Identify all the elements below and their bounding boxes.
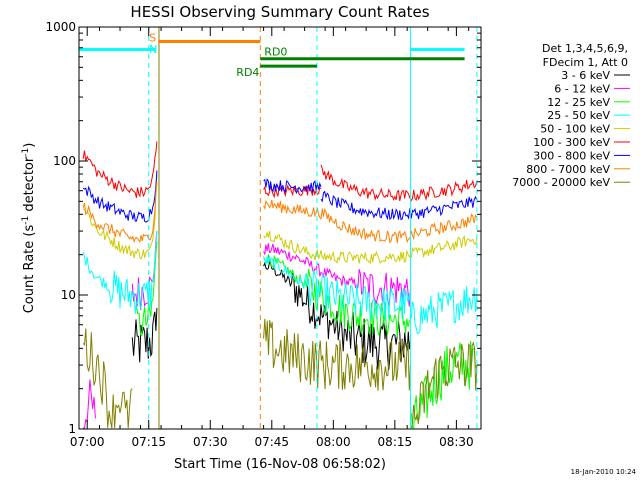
series-line-6-12-kev bbox=[83, 379, 96, 429]
x-tick-label: 07:30 bbox=[193, 435, 228, 449]
series-line-100-300-kev bbox=[82, 141, 158, 198]
series-line-12-25-kev bbox=[263, 254, 411, 338]
series-line-300-800-kev bbox=[82, 170, 158, 223]
series-7000-20000-kev bbox=[82, 318, 478, 429]
series-line-25-50-kev bbox=[263, 255, 411, 321]
legend-header-line-2: FDecim 1, Att 0 bbox=[543, 56, 628, 69]
flag-label-rd0: RD0 bbox=[264, 46, 287, 59]
series-line-12-25-kev bbox=[410, 340, 478, 429]
axis-layer: 07:00 07:15 07:30 07:45 08:00 08:15 08:30 1 10 10… bbox=[45, 20, 481, 449]
chart-title: HESSI Observing Summary Count Rates bbox=[130, 3, 429, 21]
legend-entry-300-800-kev: 300 - 800 keV bbox=[533, 149, 610, 162]
series-line-6-12-kev bbox=[263, 243, 411, 307]
series-line-300-800-kev bbox=[320, 190, 478, 221]
legend-entry-50-100-kev: 50 - 100 keV bbox=[540, 123, 610, 136]
x-axis-label: Start Time (16-Nov-08 06:58:02) bbox=[174, 457, 386, 472]
series-800-7000-kev bbox=[82, 181, 478, 244]
series-line-50-100-kev bbox=[410, 235, 478, 258]
x-tick-label: 08:15 bbox=[378, 435, 413, 449]
vertical-markers bbox=[148, 27, 478, 429]
timestamp: 18-Jan-2010 10:24 bbox=[571, 468, 637, 476]
series-line-7000-20000-kev bbox=[263, 318, 411, 391]
x-tick-label: 07:00 bbox=[70, 435, 105, 449]
series-12-25-kev bbox=[135, 241, 478, 429]
x-tick-label: 07:15 bbox=[131, 435, 166, 449]
legend-entry-6-12-kev: 6 - 12 keV bbox=[554, 82, 610, 95]
series-line-50-100-kev bbox=[263, 230, 411, 265]
series-line-7000-20000-kev bbox=[82, 328, 133, 429]
series-line-800-7000-kev bbox=[263, 199, 478, 244]
legend-entry-7000-20000-kev: 7000 - 20000 keV bbox=[512, 176, 610, 189]
x-tick-label: 08:30 bbox=[439, 435, 474, 449]
series-line-300-800-kev bbox=[263, 178, 322, 195]
flag-label-n: N bbox=[149, 43, 157, 56]
y-tick-label: 100 bbox=[53, 154, 76, 168]
series-100-300-kev bbox=[82, 141, 478, 202]
y-axis-label-sup-1: -1 bbox=[21, 216, 31, 225]
y-axis-label-main: Count Rate (s bbox=[22, 225, 37, 314]
y-axis-label-mid: detector bbox=[22, 156, 37, 216]
y-axis-label-end: ) bbox=[22, 143, 37, 148]
series-line-25-50-kev bbox=[82, 231, 158, 314]
series-25-50-kev bbox=[82, 231, 478, 335]
plot-frame bbox=[78, 26, 482, 430]
x-tick-label: 08:00 bbox=[316, 435, 351, 449]
series-line-100-300-kev bbox=[263, 184, 322, 199]
y-axis-label: Count Rate (s-1 detector-1) bbox=[21, 143, 37, 314]
series-line-12-25-kev bbox=[135, 241, 158, 337]
series-50-100-kev bbox=[82, 173, 478, 265]
flag-label-rd4: RD4 bbox=[236, 66, 259, 79]
legend-entry-800-7000-kev: 800 - 7000 keV bbox=[526, 163, 610, 176]
series-line-100-300-kev bbox=[320, 164, 478, 202]
x-tick-label: 07:45 bbox=[254, 435, 289, 449]
legend-entry-25-50-kev: 25 - 50 keV bbox=[547, 109, 610, 122]
series-line-7000-20000-kev bbox=[410, 341, 478, 429]
flag-label-s: S bbox=[149, 31, 156, 44]
series-300-800-kev bbox=[82, 170, 478, 223]
legend-header-line-1: Det 1,3,4,5,6,9, bbox=[542, 42, 628, 55]
y-axis-label-sup-2: -1 bbox=[21, 148, 31, 157]
series-line-800-7000-kev bbox=[82, 181, 158, 244]
y-tick-label: 1000 bbox=[45, 20, 76, 34]
legend-entry-12-25-kev: 12 - 25 keV bbox=[547, 96, 610, 109]
series-line-50-100-kev bbox=[82, 173, 158, 260]
y-tick-label: 10 bbox=[61, 288, 76, 302]
series-line-3-6-kev bbox=[131, 307, 158, 363]
legend-entry-3-6-kev: 3 - 6 keV bbox=[561, 69, 610, 82]
y-tick-label: 1 bbox=[68, 422, 76, 436]
series-3-6-kev bbox=[131, 261, 411, 371]
series-layer bbox=[82, 141, 478, 429]
series-line-25-50-kev bbox=[410, 286, 478, 335]
flag-layer: SN RD0 RD4 bbox=[79, 31, 465, 79]
legend-entry-100-300-kev: 100 - 300 keV bbox=[533, 136, 610, 149]
